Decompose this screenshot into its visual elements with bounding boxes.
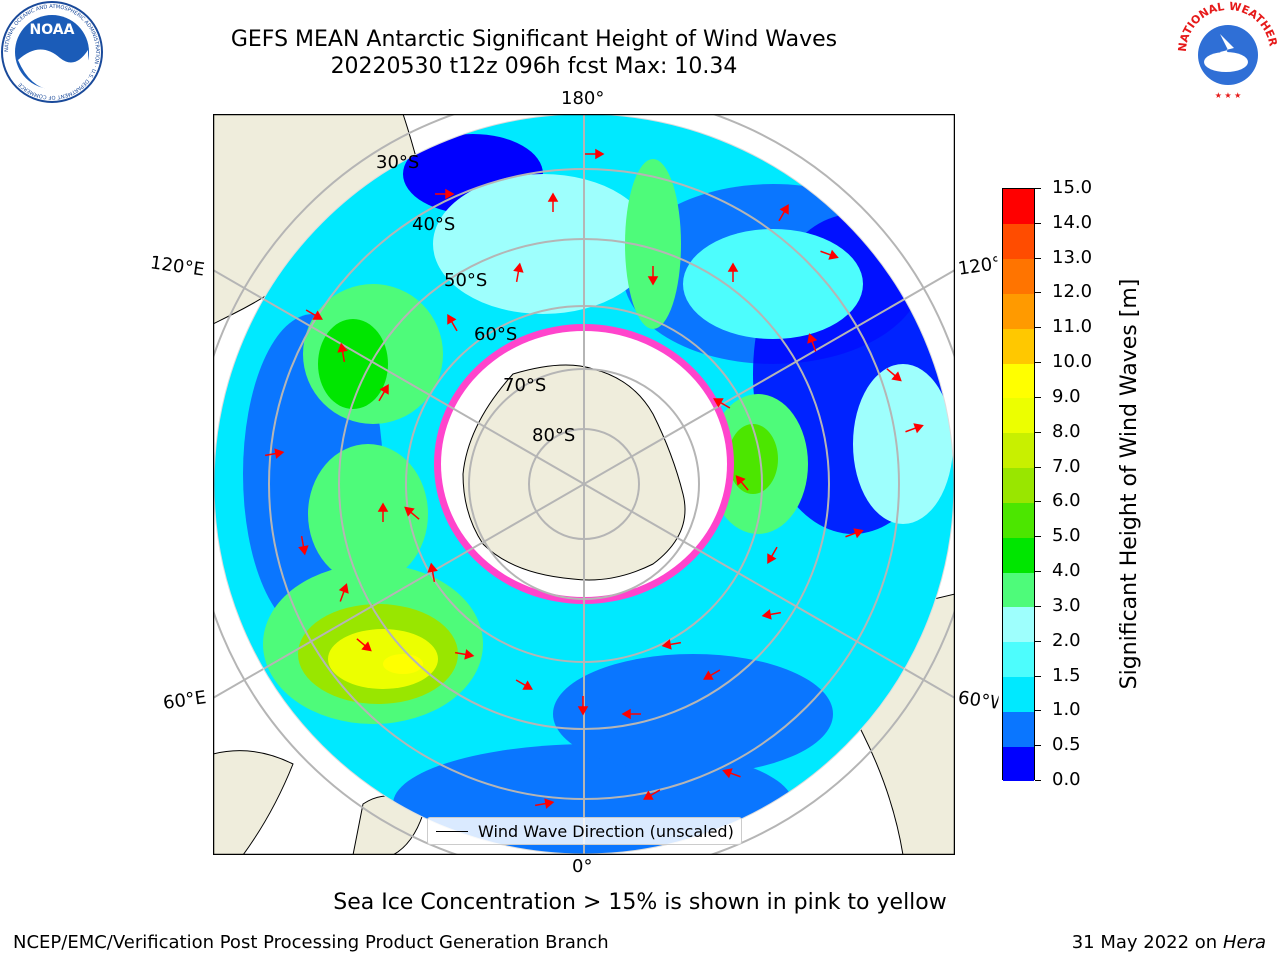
colorbar-tickmark: [1035, 396, 1041, 398]
legend-line-swatch: [436, 831, 468, 832]
colorbar-segment: [1003, 189, 1034, 225]
svg-text:NOAA: NOAA: [30, 22, 75, 38]
colorbar-tickmark: [1035, 466, 1041, 468]
colorbar-tick-label: 14.0: [1052, 211, 1093, 233]
svg-text:★ ★ ★: ★ ★ ★: [1215, 91, 1242, 100]
colorbar-segment: [1003, 746, 1034, 782]
map-subtitle: 20220530 t12z 096h fcst Max: 10.34: [330, 54, 738, 79]
wind-wave-arrows: [264, 148, 924, 809]
colorbar-tick-label: 0.5: [1052, 734, 1081, 756]
colorbar-tickmark: [1035, 571, 1041, 573]
colorbar-segment: [1003, 258, 1034, 294]
map-title: GEFS MEAN Antarctic Significant Height o…: [230, 27, 838, 52]
latitude-label-40s: 40°S: [412, 214, 456, 235]
colorbar-tickmark: [1035, 257, 1041, 259]
colorbar: [1002, 188, 1035, 782]
colorbar-segment: [1003, 223, 1034, 260]
meridian-label-180: 180°: [561, 88, 605, 109]
colorbar-tickmark: [1035, 640, 1041, 642]
colorbar-segment: [1003, 572, 1034, 608]
meridian-label-0: 0°: [572, 856, 593, 877]
colorbar-segment: [1003, 711, 1034, 747]
colorbar-tickmark: [1035, 327, 1041, 329]
colorbar-segment: [1003, 397, 1034, 434]
colorbar-segment: [1003, 641, 1034, 678]
colorbar-tickmark: [1035, 745, 1041, 747]
footer-machine: Hera: [1222, 932, 1266, 953]
latitude-label-80s: 80°S: [532, 425, 576, 446]
colorbar-tick-label: 9.0: [1052, 385, 1081, 407]
colorbar-tick-label: 0.0: [1052, 769, 1081, 790]
latitude-label-70s: 70°S: [503, 375, 547, 396]
colorbar-tick-label: 6.0: [1052, 490, 1081, 512]
colorbar-tick-label: 10.0: [1052, 351, 1093, 373]
colorbar-tickmark: [1035, 362, 1041, 364]
colorbar-segment: [1003, 676, 1034, 712]
colorbar-tick-label: 3.0: [1052, 594, 1081, 616]
meridian-label-60w: 60°W: [956, 687, 1000, 714]
colorbar-segment: [1003, 293, 1034, 329]
meridian-label-120e: 120°E: [148, 252, 206, 281]
legend-label: Wind Wave Direction (unscaled): [478, 822, 734, 841]
graticule: [213, 114, 955, 855]
colorbar-tickmark: [1035, 222, 1041, 224]
land-africa: [213, 750, 294, 855]
nws-logo: NATIONAL WEATHER SERVICE ★ ★ ★: [1176, 0, 1280, 102]
map-legend: Wind Wave Direction (unscaled): [427, 817, 742, 845]
colorbar-tick-label: 13.0: [1052, 246, 1093, 268]
colorbar-tickmark: [1035, 675, 1041, 677]
latitude-label-30s: 30°S: [376, 152, 420, 173]
colorbar-tick-label: 7.0: [1052, 455, 1081, 477]
colorbar-segment: [1003, 606, 1034, 643]
sea-ice-note: Sea Ice Concentration > 15% is shown in …: [333, 890, 947, 915]
footer-credit: NCEP/EMC/Verification Post Processing Pr…: [13, 932, 609, 953]
colorbar-tick-label: 8.0: [1052, 420, 1081, 442]
footer-date: 31 May 2022 on Hera: [1071, 932, 1266, 953]
colorbar-tickmark: [1035, 780, 1041, 781]
colorbar-tickmark: [1035, 536, 1041, 538]
colorbar-tick-label: 2.0: [1052, 629, 1081, 651]
colorbar-segment: [1003, 467, 1034, 503]
colorbar-tick-label: 5.0: [1052, 525, 1081, 547]
colorbar-segment: [1003, 502, 1034, 538]
colorbar-tickmark: [1035, 501, 1041, 503]
meridian-label-120w: 120°W: [956, 253, 1000, 280]
colorbar-tickmark: [1035, 605, 1041, 607]
colorbar-segment: [1003, 363, 1034, 399]
colorbar-tick-label: 1.0: [1052, 699, 1081, 721]
colorbar-segment: [1003, 432, 1034, 469]
colorbar-tick-label: 15.0: [1052, 177, 1093, 198]
colorbar-tickmark: [1035, 292, 1041, 294]
colorbar-tickmark: [1035, 431, 1041, 433]
colorbar-label: Significant Height of Wind Waves [m]: [1117, 278, 1142, 690]
meridian-label-60e: 60°E: [161, 687, 208, 714]
colorbar-tickmark: [1035, 710, 1041, 712]
latitude-label-50s: 50°S: [444, 270, 488, 291]
land-antarctica: [462, 364, 686, 581]
colorbar-tickmark: [1035, 188, 1041, 189]
map-plot: [213, 114, 955, 855]
colorbar-tick-label: 1.5: [1052, 664, 1081, 686]
latitude-label-60s: 60°S: [474, 324, 518, 345]
colorbar-tick-label: 4.0: [1052, 560, 1081, 582]
colorbar-segment: [1003, 537, 1034, 573]
colorbar-tick-label: 11.0: [1052, 316, 1093, 338]
colorbar-tick-label: 12.0: [1052, 281, 1093, 303]
colorbar-segment: [1003, 328, 1034, 364]
noaa-logo: NATIONAL OCEANIC AND ATMOSPHERIC ADMINIS…: [1, 1, 103, 103]
